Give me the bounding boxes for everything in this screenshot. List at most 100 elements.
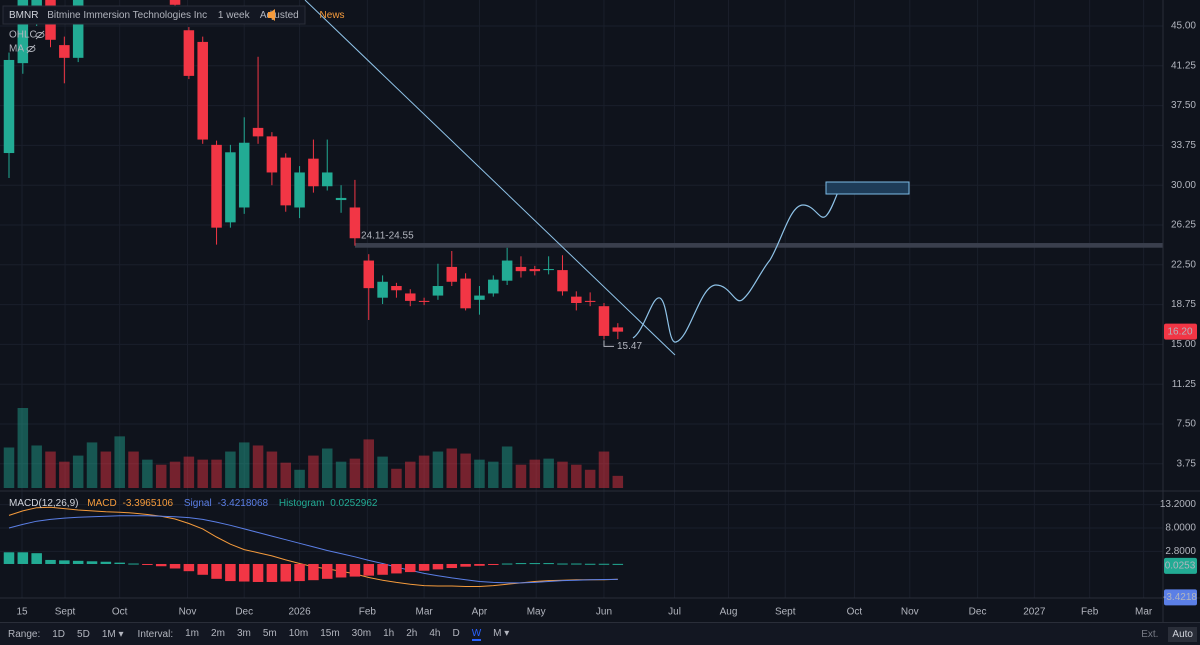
toolbar: Range: 1D 5D 1M ▾ Interval: 1m 2m 3m 5m 10m 15m… xyxy=(0,622,1200,645)
toolbar-button[interactable]: Auto xyxy=(1168,626,1197,642)
y-tick-label: 22.50 xyxy=(1171,259,1196,270)
volume-bar xyxy=(377,456,388,488)
histogram-bar xyxy=(142,563,153,565)
volume-bar xyxy=(515,464,527,488)
toolbar-button[interactable]: 1m xyxy=(185,627,200,639)
histogram-bar xyxy=(100,561,112,564)
toolbar-button[interactable]: 4h xyxy=(429,627,441,639)
volume-bar xyxy=(363,439,375,488)
histogram-bar xyxy=(183,563,195,572)
forecast-path[interactable] xyxy=(632,187,841,343)
adjustment[interactable]: Adjusted xyxy=(260,10,299,21)
histogram-bar xyxy=(460,563,471,567)
volume-bar xyxy=(169,461,181,488)
toolbar-button[interactable]: M ▾ xyxy=(493,627,510,639)
toolbar-button[interactable]: 10m xyxy=(288,627,309,639)
toolbar-button[interactable]: 1h xyxy=(383,627,395,639)
toolbar-button[interactable]: 30m xyxy=(351,627,372,639)
x-tick-label: Mar xyxy=(415,607,433,618)
volume-bar xyxy=(557,461,568,488)
volume-bar xyxy=(529,459,541,488)
indicator-ma[interactable]: MA xyxy=(9,44,24,55)
candle-body xyxy=(501,260,513,281)
visibility-icons[interactable] xyxy=(26,30,45,54)
volume-bar xyxy=(349,458,361,488)
toolbar-button[interactable]: 5m xyxy=(262,627,277,639)
histogram-bar xyxy=(72,560,84,564)
histogram-bar xyxy=(225,563,236,582)
legend-name: Histogram xyxy=(279,498,325,509)
toolbar-button[interactable]: 2h xyxy=(406,627,418,639)
indicator-badge-label: 0.0253 xyxy=(1165,561,1196,572)
x-tick-label: 15 xyxy=(16,607,28,618)
candle-body xyxy=(197,41,208,140)
histogram-bar xyxy=(86,561,98,564)
toolbar-button[interactable]: 1M ▾ xyxy=(101,628,124,640)
volume-bar xyxy=(612,475,624,488)
candle-body xyxy=(432,286,444,296)
histogram-bar xyxy=(598,563,610,565)
legend-value: 0.0252962 xyxy=(330,498,378,509)
candle-body xyxy=(446,266,458,282)
candle-body xyxy=(612,327,624,332)
low-marker xyxy=(603,340,614,347)
histogram-bar xyxy=(45,559,56,564)
candle-body xyxy=(557,270,568,292)
candle-body xyxy=(252,127,264,137)
candle-body xyxy=(571,296,582,303)
histogram-bar xyxy=(432,563,444,570)
toolbar-button[interactable]: D xyxy=(452,627,460,639)
volume-bar xyxy=(418,455,430,488)
target-box[interactable] xyxy=(825,181,910,195)
candle-body xyxy=(474,295,485,300)
volume-bar xyxy=(584,469,596,488)
histogram-bar xyxy=(252,563,264,582)
x-tick-label: Feb xyxy=(359,607,377,618)
volume-bar xyxy=(598,451,610,488)
symbol[interactable]: BMNR xyxy=(9,10,38,21)
candle-body xyxy=(335,197,347,201)
histogram-bar xyxy=(169,563,181,569)
toolbar-button[interactable]: Ext. xyxy=(1141,628,1159,640)
drawings xyxy=(304,0,910,356)
x-tick-label: Oct xyxy=(847,607,863,618)
toolbar-button[interactable]: 1D xyxy=(52,628,66,640)
toolbar-button[interactable]: W xyxy=(471,627,482,641)
candle-body xyxy=(349,207,361,239)
histogram-bar xyxy=(612,563,624,565)
news[interactable]: News xyxy=(320,10,345,21)
histogram-bar xyxy=(266,563,278,582)
company: Bitmine Immersion Technologies Inc xyxy=(47,10,207,21)
candle-body xyxy=(377,281,388,298)
candle-body xyxy=(266,136,278,173)
y-tick-label: 41.25 xyxy=(1171,60,1196,71)
volume-bar xyxy=(571,464,582,488)
histogram-bar xyxy=(280,563,291,582)
legend-name: Signal xyxy=(184,498,212,509)
legend-value: -3.3965106 xyxy=(122,498,173,509)
candle-body xyxy=(391,286,402,291)
toolbar-button[interactable]: 5D xyxy=(77,628,90,640)
volume-bar xyxy=(391,468,402,488)
volume-bar xyxy=(72,455,84,488)
indicator-ohlc[interactable]: OHLC xyxy=(9,30,37,41)
header: BMNR Bitmine Immersion Technologies Inc … xyxy=(9,10,345,21)
y-tick-label: 8.0000 xyxy=(1165,523,1196,534)
toolbar-button[interactable]: 15m xyxy=(320,627,340,639)
toolbar-button[interactable]: 3m xyxy=(236,627,251,639)
interval[interactable]: 1 week xyxy=(218,10,251,21)
volume-bar xyxy=(280,462,291,488)
candle-body xyxy=(488,279,499,294)
toolbar-button[interactable]: 2m xyxy=(211,627,225,639)
price-zone xyxy=(355,243,1163,248)
volume-bar xyxy=(211,459,222,488)
news-icon xyxy=(268,9,275,21)
y-tick-label: 18.75 xyxy=(1171,299,1196,310)
y-tick-label: 15.00 xyxy=(1171,339,1196,350)
price-badge xyxy=(1164,323,1197,340)
histogram-bar xyxy=(3,552,15,564)
trend-line[interactable] xyxy=(304,0,676,356)
volume-bar xyxy=(405,461,416,488)
candle-body xyxy=(238,142,250,208)
candle-body xyxy=(418,300,430,302)
